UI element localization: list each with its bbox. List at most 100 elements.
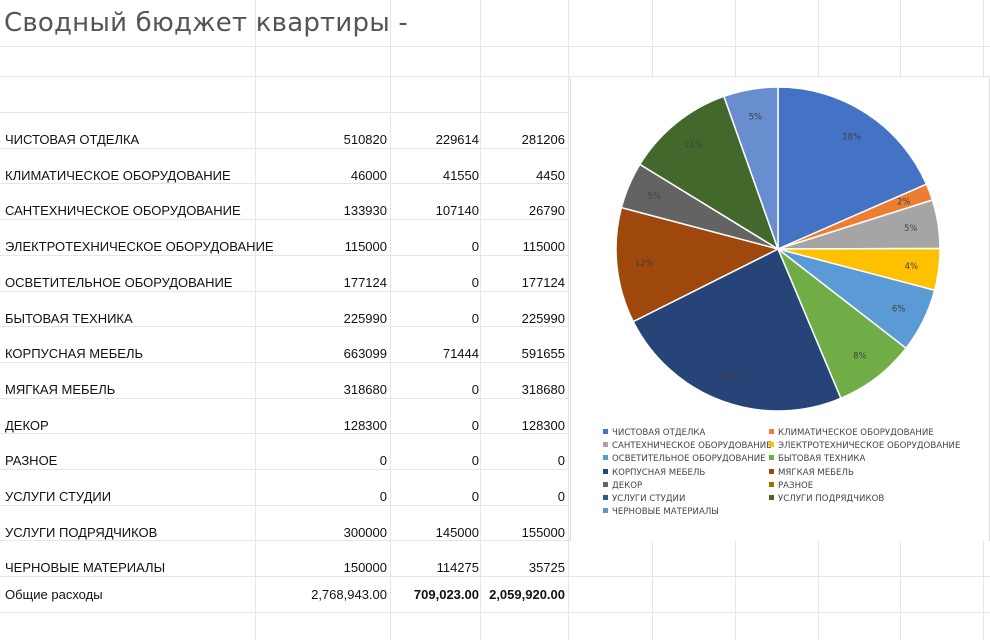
paid-cell[interactable]: 114275 (436, 560, 479, 575)
remaining-cell[interactable]: 35725 (528, 560, 565, 575)
slice-data-label: 6% (892, 305, 906, 315)
remaining-cell[interactable]: 128300 (521, 418, 565, 433)
category-cell[interactable]: МЯГКАЯ МЕБЕЛЬ (5, 382, 116, 397)
total-cell[interactable]: 225990 (343, 311, 387, 326)
remaining-cell[interactable]: 225990 (521, 311, 565, 326)
remaining-cell[interactable]: 115000 (522, 239, 565, 254)
legend-item[interactable]: КОРПУСНАЯ МЕБЕЛЬ (603, 468, 705, 478)
totals-label-cell[interactable]: Общие расходы (5, 587, 103, 602)
category-cell[interactable]: КОРПУСНАЯ МЕБЕЛЬ (5, 346, 144, 361)
paid-cell[interactable]: 107140 (435, 203, 479, 218)
category-cell[interactable]: УСЛУГИ ПОДРЯДЧИКОВ (5, 525, 158, 540)
remaining-cell[interactable]: 0 (557, 489, 565, 504)
remaining-total-cell[interactable]: 2,059,920.00 (489, 587, 565, 602)
total-cell[interactable]: 318680 (343, 382, 387, 397)
category-cell[interactable]: ОСВЕТИТЕЛЬНОЕ ОБОРУДОВАНИЕ (5, 275, 233, 290)
slice-data-label: 18% (842, 132, 861, 142)
category-cell[interactable]: ЭЛЕКТРОТЕХНИЧЕСКОЕ ОБОРУДОВАНИЕ (5, 239, 274, 254)
total-cell[interactable]: 510820 (343, 132, 387, 147)
category-cell[interactable]: ЧЕРНОВЫЕ МАТЕРИАЛЫ (5, 560, 166, 575)
total-cell[interactable]: 150000 (343, 560, 387, 575)
category-cell[interactable]: ДЕКОР (5, 418, 49, 433)
category-cell[interactable]: КЛИМАТИЧЕСКОЕ ОБОРУДОВАНИЕ (5, 168, 231, 183)
remaining-cell[interactable]: 0 (557, 453, 565, 468)
legend-label: МЯГКАЯ МЕБЕЛЬ (778, 467, 854, 478)
paid-cell[interactable]: 71444 (442, 346, 479, 361)
legend-swatch (603, 442, 608, 448)
legend-item[interactable]: ЧЕРНОВЫЕ МАТЕРИАЛЫ (603, 507, 719, 517)
paid-cell[interactable]: 0 (471, 489, 479, 504)
total-cell[interactable]: 300000 (343, 525, 387, 540)
grid-row-line (0, 148, 990, 149)
legend-item[interactable]: УСЛУГИ СТУДИИ (603, 494, 685, 504)
total-cell[interactable]: 46000 (350, 168, 387, 183)
legend-label: КОРПУСНАЯ МЕБЕЛЬ (612, 467, 706, 478)
grid-column-line (255, 0, 256, 640)
paid-cell[interactable]: 0 (471, 418, 479, 433)
legend-item[interactable]: МЯГКАЯ МЕБЕЛЬ (769, 468, 854, 478)
slice-data-label: 24% (722, 371, 741, 381)
legend-label: КЛИМАТИЧЕСКОЕ ОБОРУДОВАНИЕ (778, 428, 934, 438)
total-cell[interactable]: 663099 (343, 346, 387, 361)
remaining-cell[interactable]: 26790 (528, 203, 565, 218)
category-cell[interactable]: САНТЕХНИЧЕСКОЕ ОБОРУДОВАНИЕ (5, 203, 241, 218)
pie-slice[interactable] (632, 247, 842, 412)
remaining-cell[interactable]: 318680 (521, 382, 565, 397)
legend-item[interactable]: ОСВЕТИТЕЛЬНОЕ ОБОРУДОВАНИЕ (603, 454, 766, 464)
category-cell[interactable]: ЧИСТОВАЯ ОТДЕЛКА (5, 132, 140, 147)
category-cell[interactable]: РАЗНОЕ (5, 453, 58, 468)
total-cell[interactable]: 115000 (344, 239, 387, 254)
total-cell[interactable]: 0 (379, 453, 387, 468)
paid-cell[interactable]: 0 (471, 311, 479, 326)
legend-swatch (603, 429, 608, 434)
total-cell[interactable]: 133930 (343, 203, 387, 218)
remaining-cell[interactable]: 4450 (536, 168, 565, 183)
grid-row-line (0, 112, 990, 113)
pie-chart[interactable]: 18% 2% 5% 4% 6% 8% 24% 12% 5% 11% 5% ЧИСТОВАЯ ОТДЕ… (570, 78, 990, 541)
legend-swatch (769, 442, 774, 448)
total-cell[interactable]: 177124 (343, 275, 387, 290)
remaining-cell[interactable]: 177124 (521, 275, 565, 290)
paid-cell[interactable]: 41550 (442, 168, 479, 183)
legend-item[interactable]: ЭЛЕКТРОТЕХНИЧЕСКОЕ ОБОРУДОВАНИЕ (769, 441, 960, 451)
grid-row-line (0, 612, 990, 613)
pie-slice[interactable] (615, 206, 781, 323)
total-cell[interactable]: 0 (379, 489, 387, 504)
legend-label: БЫТОВАЯ ТЕХНИКА (778, 454, 866, 465)
legend-item[interactable]: УСЛУГИ ПОДРЯДЧИКОВ (769, 494, 884, 504)
pie-slice[interactable] (638, 95, 780, 251)
legend-item[interactable]: КЛИМАТИЧЕСКОЕ ОБОРУДОВАНИЕ (769, 428, 934, 438)
paid-cell[interactable]: 229614 (435, 132, 479, 147)
legend-item[interactable]: БЫТОВАЯ ТЕХНИКА (769, 454, 865, 464)
legend-label: РАЗНОЕ (778, 480, 814, 491)
legend-item[interactable]: САНТЕХНИЧЕСКОЕ ОБОРУДОВАНИЕ (603, 441, 772, 451)
sheet-title[interactable]: Сводный бюджет квартиры - (4, 8, 408, 38)
total-cell[interactable]: 128300 (343, 418, 387, 433)
grid-row-line (0, 576, 990, 577)
paid-cell[interactable]: 0 (471, 239, 479, 254)
paid-cell[interactable]: 0 (471, 453, 479, 468)
pie-slice[interactable] (722, 86, 779, 250)
remaining-cell[interactable]: 155000 (521, 525, 565, 540)
grid-row-line (0, 183, 990, 184)
paid-cell[interactable]: 145000 (435, 525, 479, 540)
category-cell[interactable]: УСЛУГИ СТУДИИ (5, 489, 112, 504)
legend-label: УСЛУГИ СТУДИИ (612, 494, 686, 504)
grid-column-line (480, 0, 481, 640)
remaining-cell[interactable]: 281206 (521, 132, 565, 147)
paid-cell[interactable]: 0 (471, 382, 479, 397)
paid-total-cell[interactable]: 709,023.00 (413, 587, 479, 602)
legend-swatch (603, 455, 608, 461)
slice-data-label: 4% (905, 262, 919, 272)
legend-item[interactable]: ЧИСТОВАЯ ОТДЕЛКА (603, 428, 705, 438)
remaining-cell[interactable]: 591655 (521, 346, 565, 361)
legend-label: УСЛУГИ ПОДРЯДЧИКОВ (778, 494, 885, 504)
grand-total-cell[interactable]: 2,768,943.00 (311, 587, 387, 602)
legend-item[interactable]: ДЕКОР (603, 481, 642, 491)
category-cell[interactable]: БЫТОВАЯ ТЕХНИКА (5, 311, 133, 326)
slice-data-label: 12% (635, 259, 654, 269)
legend-label: ОСВЕТИТЕЛЬНОЕ ОБОРУДОВАНИЕ (612, 454, 766, 465)
legend-item[interactable]: РАЗНОЕ (769, 481, 813, 491)
paid-cell[interactable]: 0 (471, 275, 479, 290)
pie-slice[interactable] (777, 86, 928, 251)
